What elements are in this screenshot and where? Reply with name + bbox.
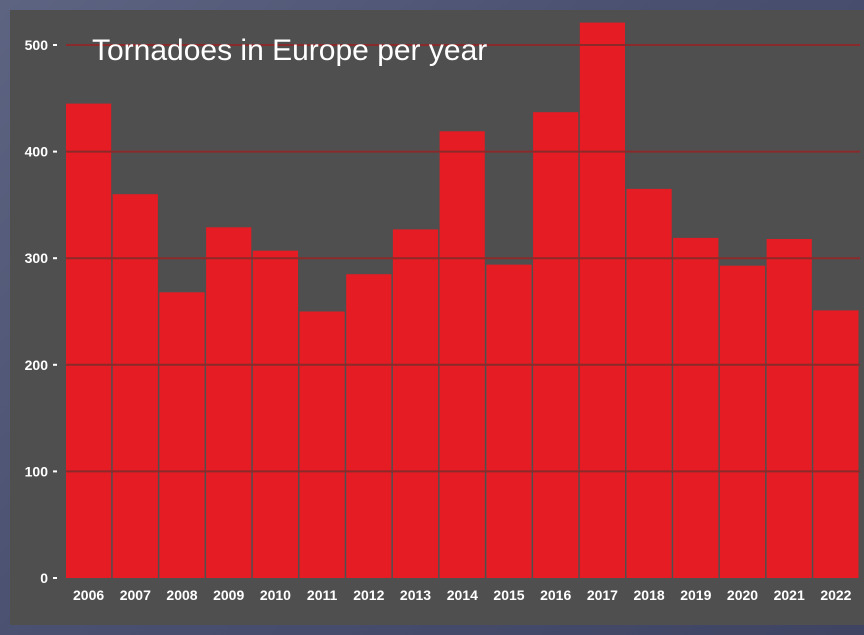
- bar-2010: [252, 250, 298, 578]
- x-tick-label-2008: 2008: [166, 587, 197, 603]
- x-tick-label-2014: 2014: [447, 587, 478, 603]
- bar-2019: [673, 237, 719, 578]
- x-tick-label-2009: 2009: [213, 587, 244, 603]
- bar-2008: [159, 292, 205, 578]
- x-axis: 2006 2007 2008 2009 2010 2011 2012 2013 2014 2015…: [73, 587, 852, 603]
- gridlines-group: [66, 44, 860, 473]
- x-tick-label-2016: 2016: [540, 587, 571, 603]
- x-tick-label-2007: 2007: [120, 587, 151, 603]
- x-tick-label-2018: 2018: [634, 587, 665, 603]
- bar-2018: [626, 188, 672, 578]
- y-tick-label-100: 100: [25, 463, 49, 479]
- y-tick-label-400: 400: [25, 144, 49, 160]
- x-tick-label-2021: 2021: [774, 587, 805, 603]
- x-tick-label-2013: 2013: [400, 587, 431, 603]
- y-tick-label-500: 500: [25, 37, 49, 53]
- bar-2017: [579, 22, 625, 579]
- x-tick-label-2011: 2011: [307, 587, 338, 603]
- bar-2012: [346, 274, 392, 578]
- bar-2011: [299, 311, 345, 578]
- x-tick-label-2020: 2020: [727, 587, 758, 603]
- bar-2006: [66, 103, 112, 578]
- bar-2015: [486, 264, 532, 578]
- x-tick-label-2012: 2012: [353, 587, 384, 603]
- bar-2007: [112, 194, 158, 578]
- x-tick-label-2019: 2019: [680, 587, 711, 603]
- chart-title: Tornadoes in Europe per year: [92, 34, 487, 67]
- bar-2021: [766, 239, 812, 578]
- bar-2022: [813, 310, 859, 578]
- x-tick-label-2017: 2017: [587, 587, 618, 603]
- bar-2020: [719, 265, 766, 578]
- x-tick-label-2022: 2022: [820, 587, 851, 603]
- bar-2016: [533, 112, 579, 578]
- bar-2009: [206, 227, 252, 579]
- bar-2014: [439, 131, 485, 579]
- y-tick-label-200: 200: [25, 357, 49, 373]
- y-tick-label-300: 300: [25, 250, 49, 266]
- x-tick-label-2015: 2015: [493, 587, 524, 603]
- y-tick-label-0: 0: [40, 570, 48, 586]
- bar-2013: [392, 229, 439, 578]
- bars-group: [66, 22, 859, 579]
- x-tick-label-2006: 2006: [73, 587, 104, 603]
- x-tick-label-2010: 2010: [260, 587, 291, 603]
- y-axis: 0 100 200 300 400 500: [25, 37, 57, 586]
